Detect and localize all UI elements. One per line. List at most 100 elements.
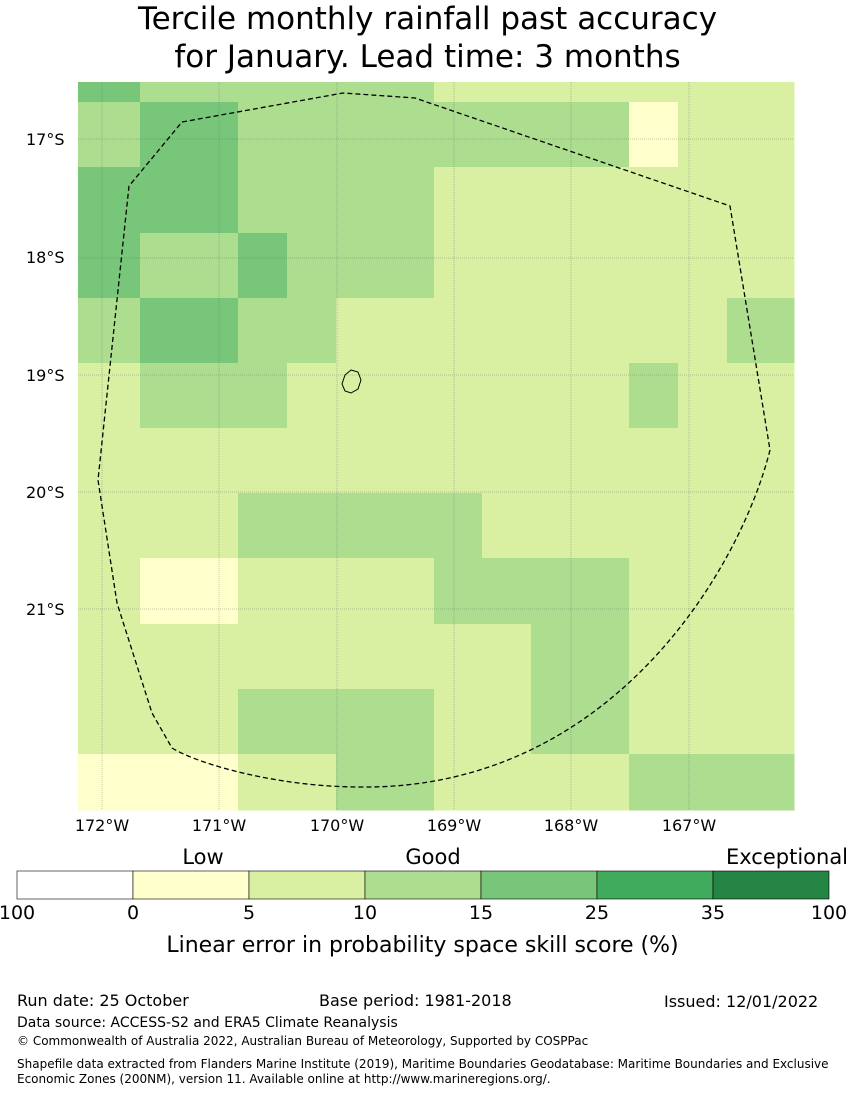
grid-cell <box>385 428 435 494</box>
grid-cell <box>482 298 532 364</box>
graticule <box>78 82 794 810</box>
grid-cell <box>238 82 288 103</box>
grid-cell <box>78 493 141 559</box>
grid-cell <box>385 298 435 364</box>
grid-cell <box>434 428 483 494</box>
grid-cell <box>78 233 141 299</box>
grid-cell <box>78 558 141 625</box>
colorbar-segment <box>132 870 250 900</box>
grid-cell <box>78 82 141 103</box>
grid-cell <box>78 754 141 811</box>
title-line-2: for January. Lead time: 3 months <box>174 39 681 75</box>
grid-cell <box>238 233 288 299</box>
colorbar-segment <box>480 870 598 900</box>
grid-cell <box>238 558 288 625</box>
lat-label-19s: 19°S <box>26 366 65 385</box>
grid-cell <box>238 102 288 168</box>
grid-cell <box>531 102 630 168</box>
grid-cell <box>678 754 728 811</box>
grid-cell <box>385 233 435 299</box>
grid-cell <box>287 233 337 299</box>
grid-cell <box>678 428 728 494</box>
grid-cell <box>482 754 532 811</box>
colorbar-tick: 15 <box>468 902 494 924</box>
grid-cell <box>727 624 795 690</box>
grid-cell <box>140 233 239 299</box>
grid-cell <box>482 233 532 299</box>
grid-cell <box>482 624 532 690</box>
grid-cell <box>140 754 239 811</box>
grid-cell <box>78 102 141 168</box>
grid-cell <box>727 754 795 811</box>
grid-cell <box>727 558 795 625</box>
grid-cell <box>385 754 435 811</box>
grid-cell <box>287 298 337 364</box>
category-low: Low <box>182 845 224 869</box>
colorbar-segment <box>248 870 366 900</box>
grid-cell <box>140 689 239 755</box>
grid-cell <box>629 167 679 234</box>
grid-cell <box>238 298 288 364</box>
lon-label-170w: 170°W <box>309 816 365 835</box>
grid-cell <box>78 624 141 690</box>
grid-cell <box>336 558 386 625</box>
grid-cell <box>434 558 483 625</box>
grid-cell <box>531 493 630 559</box>
data-source: Data source: ACCESS-S2 and ERA5 Climate … <box>17 1015 398 1031</box>
shapefile-credit-line-1: Shapefile data extracted from Flanders M… <box>17 1057 829 1071</box>
grid-cell <box>78 167 141 234</box>
grid-cell <box>140 624 239 690</box>
grid-cell <box>140 363 239 429</box>
grid-cell <box>434 298 483 364</box>
grid-cell <box>78 689 141 755</box>
grid-cell <box>336 428 386 494</box>
colorbar-tick: 0 <box>126 902 140 924</box>
grid-cell <box>336 363 386 429</box>
grid-cell <box>287 363 337 429</box>
colorbar-segment <box>364 870 482 900</box>
grid-cell <box>678 493 728 559</box>
grid-cell <box>434 233 483 299</box>
grid-cell <box>531 363 630 429</box>
grid-cell <box>531 298 630 364</box>
grid-cell <box>629 82 679 103</box>
grid-cell <box>336 298 386 364</box>
lon-label-169w: 169°W <box>426 816 482 835</box>
grid-cell <box>531 428 630 494</box>
grid-cell <box>336 82 386 103</box>
grid-cell <box>678 298 728 364</box>
grid-cell <box>287 82 337 103</box>
grid-cell <box>238 493 288 559</box>
lon-label-172w: 172°W <box>74 816 130 835</box>
colorbar-tick: 10 <box>352 902 378 924</box>
lon-label-168w: 168°W <box>543 816 599 835</box>
grid-cell <box>727 102 795 168</box>
grid-cell <box>678 689 728 755</box>
issued-date: Issued: 12/01/2022 <box>664 992 819 1011</box>
grid-cell <box>336 102 386 168</box>
grid-cell <box>434 363 483 429</box>
grid-cell <box>287 624 337 690</box>
grid-cell <box>385 689 435 755</box>
skill-grid <box>78 82 795 811</box>
lat-label-21s: 21°S <box>26 600 65 619</box>
grid-cell <box>385 624 435 690</box>
title-line-1: Tercile monthly rainfall past accuracy <box>137 1 718 37</box>
colorbar-segment <box>596 870 714 900</box>
grid-cell <box>434 82 483 103</box>
grid-cell <box>482 428 532 494</box>
grid-cell <box>140 82 239 103</box>
grid-cell <box>140 298 239 364</box>
grid-cell <box>336 624 386 690</box>
grid-cell <box>434 754 483 811</box>
grid-cell <box>727 82 795 103</box>
grid-cell <box>385 558 435 625</box>
eez-boundary <box>97 92 771 788</box>
grid-cell <box>336 493 386 559</box>
lat-label-20s: 20°S <box>26 483 65 502</box>
base-period: Base period: 1981-2018 <box>319 991 512 1010</box>
grid-cell <box>385 167 435 234</box>
grid-cell <box>385 493 435 559</box>
colorbar-tick: 100 <box>0 902 36 924</box>
